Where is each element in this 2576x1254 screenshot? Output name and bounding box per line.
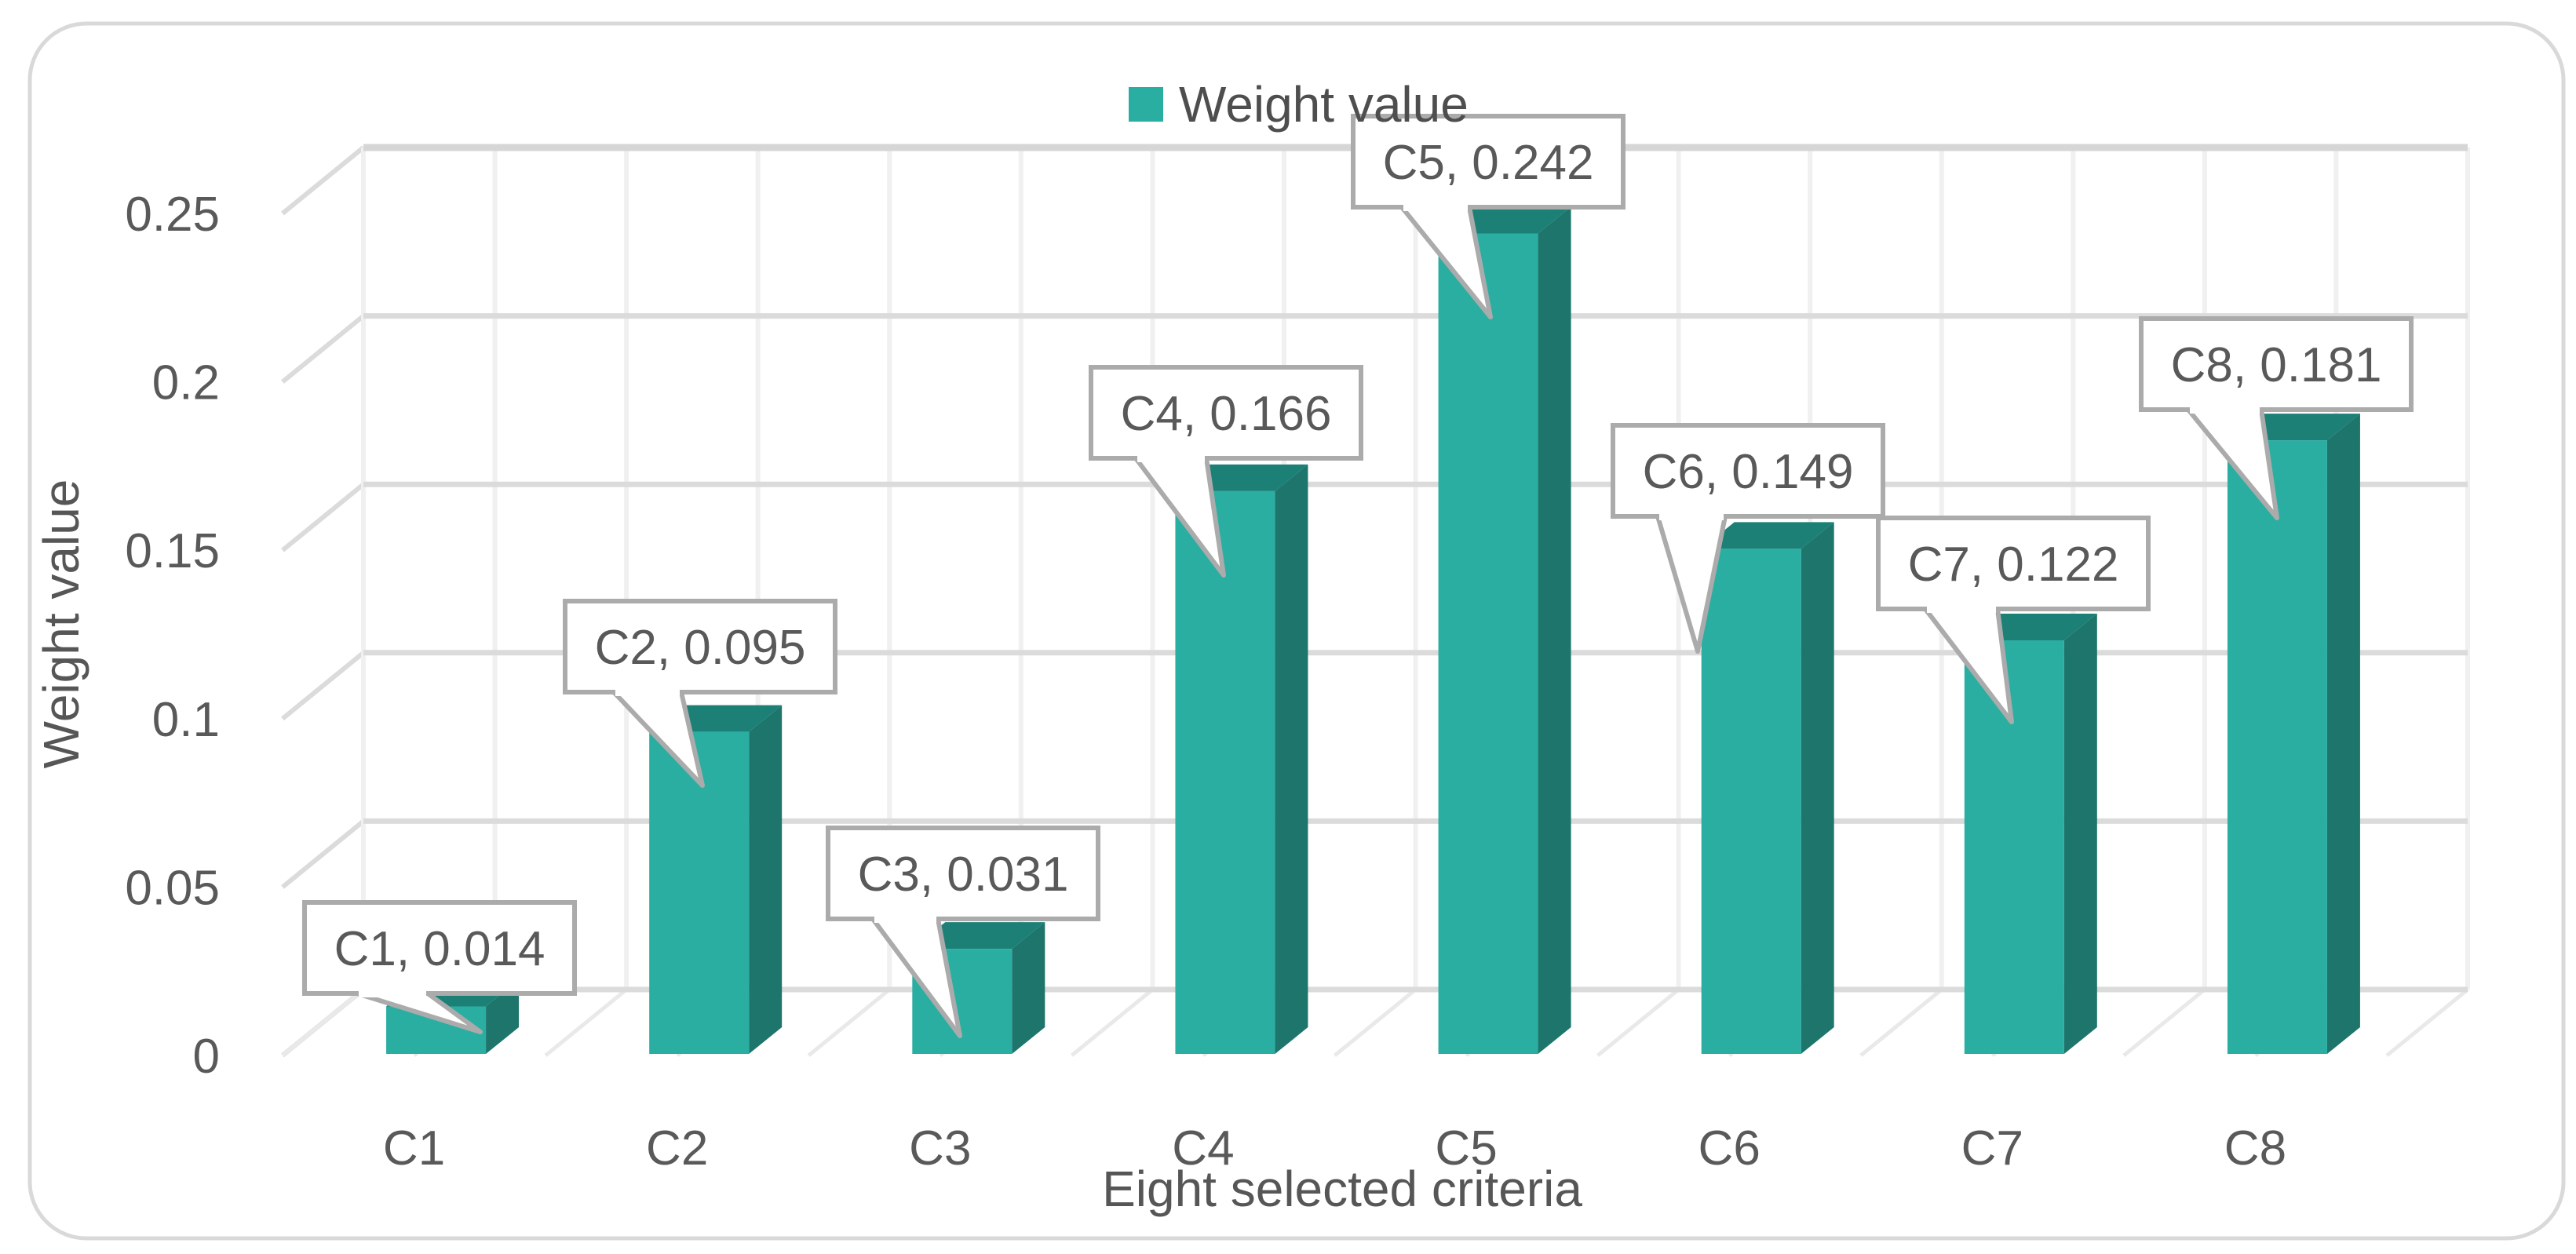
floor-gridline bbox=[1859, 988, 1943, 1057]
x-category-label: C8 bbox=[2224, 1121, 2286, 1176]
data-label-callout: C8, 0.181 bbox=[2139, 316, 2414, 520]
y-axis-title: Weight value bbox=[33, 479, 89, 769]
callout-text: C1, 0.014 bbox=[334, 922, 545, 976]
bar-side-face bbox=[1538, 206, 1571, 1054]
callout-text: C2, 0.095 bbox=[595, 621, 806, 675]
left-wall-gridline bbox=[281, 145, 365, 216]
data-label-callout: C2, 0.095 bbox=[563, 599, 837, 788]
callout-box bbox=[826, 826, 1100, 921]
bar-top-face bbox=[912, 922, 1045, 950]
callout-box bbox=[302, 900, 577, 996]
left-wall-gridline bbox=[281, 651, 365, 721]
bar-side-face bbox=[1012, 922, 1045, 1054]
left-wall-gridline bbox=[281, 819, 365, 889]
bar-side-face bbox=[2326, 414, 2360, 1054]
bar-side-face bbox=[2063, 613, 2097, 1054]
data-label-callout: C4, 0.166 bbox=[1089, 365, 1363, 578]
legend-swatch-icon bbox=[1129, 87, 1163, 122]
bar-C8 bbox=[2227, 414, 2360, 1054]
y-tick-label: 0.15 bbox=[125, 524, 220, 578]
data-label-callout: C5, 0.242 bbox=[1351, 114, 1626, 319]
floor-gridline bbox=[1596, 988, 1680, 1057]
callout-text: C4, 0.166 bbox=[1121, 387, 1332, 441]
x-category-label: C2 bbox=[646, 1121, 708, 1176]
callout-text: C3, 0.031 bbox=[858, 848, 1069, 902]
floor-gridline bbox=[2385, 988, 2469, 1057]
bar-front-face bbox=[2227, 440, 2327, 1054]
legend: Weight value bbox=[1129, 75, 1469, 133]
callout-text: C8, 0.181 bbox=[2171, 338, 2382, 392]
callout-text: C6, 0.149 bbox=[1643, 445, 1854, 499]
callout-box bbox=[1611, 423, 1885, 519]
bar-side-face bbox=[486, 979, 520, 1054]
data-label-callout: C1, 0.014 bbox=[302, 900, 577, 1034]
bar-front-face bbox=[1175, 490, 1275, 1054]
x-category-label: C5 bbox=[1435, 1121, 1497, 1176]
bar-C4 bbox=[1175, 464, 1308, 1054]
bar-C7 bbox=[1964, 613, 2097, 1054]
callout-text: C5, 0.242 bbox=[1383, 136, 1594, 190]
callout-text: C7, 0.122 bbox=[1908, 538, 2119, 592]
x-axis-title: Eight selected criteria bbox=[1102, 1161, 1582, 1217]
callout-box bbox=[563, 599, 837, 694]
y-tick-label: 0.1 bbox=[152, 693, 220, 747]
left-wall-gridline bbox=[281, 482, 365, 552]
bar-front-face bbox=[1701, 549, 1801, 1054]
data-label-callout: C3, 0.031 bbox=[826, 826, 1100, 1038]
bar-top-face bbox=[1701, 522, 1834, 549]
bar-front-face bbox=[1438, 233, 1538, 1054]
x-category-label: C7 bbox=[1961, 1121, 2023, 1176]
floor-gridline bbox=[281, 988, 365, 1057]
y-tick-label: 0.05 bbox=[125, 861, 220, 915]
bar-side-face bbox=[1801, 522, 1834, 1054]
callout-box bbox=[1351, 114, 1626, 210]
data-label-callout: C6, 0.149 bbox=[1611, 423, 1885, 654]
x-category-label: C4 bbox=[1172, 1121, 1234, 1176]
bar-C6 bbox=[1701, 522, 1834, 1054]
bar-side-face bbox=[749, 705, 783, 1054]
callout-box bbox=[1876, 516, 2151, 611]
x-category-label: C3 bbox=[909, 1121, 971, 1176]
floor-gridline bbox=[544, 988, 628, 1057]
legend-label: Weight value bbox=[1179, 76, 1469, 133]
floor-gridline bbox=[1070, 988, 1154, 1057]
callout-box bbox=[1089, 365, 1363, 461]
x-category-label: C1 bbox=[383, 1121, 445, 1176]
x-category-label: C6 bbox=[1698, 1121, 1761, 1176]
bar-side-face bbox=[1275, 464, 1308, 1054]
floor-gridline bbox=[2122, 988, 2206, 1057]
floor-gridline bbox=[1333, 988, 1418, 1057]
bar-front-face bbox=[649, 731, 750, 1054]
bar-C5 bbox=[1438, 206, 1571, 1054]
callout-box bbox=[2139, 316, 2414, 412]
y-tick-label: 0 bbox=[193, 1030, 220, 1084]
left-wall-gridline bbox=[281, 314, 365, 384]
y-tick-label: 0.25 bbox=[125, 188, 220, 242]
data-label-callout: C7, 0.122 bbox=[1876, 516, 2151, 724]
bar-C2 bbox=[649, 705, 783, 1054]
y-tick-label: 0.2 bbox=[152, 356, 220, 410]
bar-front-face bbox=[1964, 640, 2064, 1054]
floor-gridline bbox=[807, 988, 891, 1057]
